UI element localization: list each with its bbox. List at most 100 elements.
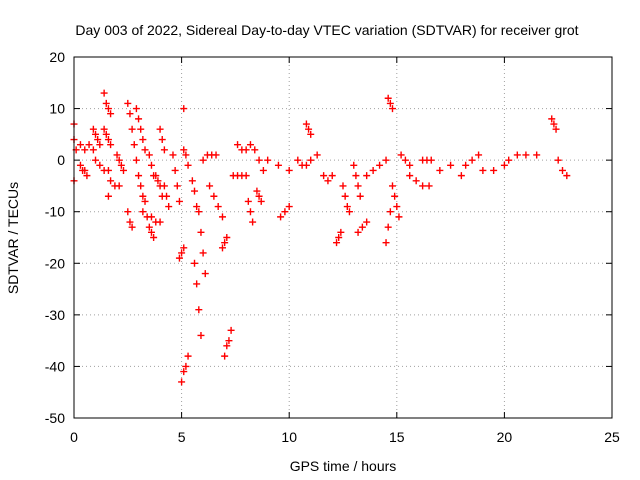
data-point [345, 208, 353, 216]
series-s21 [169, 151, 183, 205]
plot-frame [73, 56, 613, 419]
data-point [386, 99, 394, 107]
data-point [182, 151, 190, 159]
data-point [223, 234, 231, 241]
data-point [257, 197, 265, 205]
data-point [76, 141, 84, 149]
data-point [500, 161, 508, 169]
series-s04 [89, 125, 104, 149]
data-point [92, 156, 100, 164]
series-s55 [462, 151, 483, 169]
data-point [244, 197, 252, 205]
data-point [522, 151, 530, 159]
data-point [354, 182, 362, 190]
series-s53 [419, 156, 435, 164]
data-point [119, 166, 127, 174]
data-point [100, 89, 108, 97]
data-point [180, 105, 188, 113]
data-point [337, 228, 345, 236]
data-point [475, 151, 483, 159]
data-point [425, 182, 433, 190]
data-point [197, 228, 205, 236]
series-s34 [234, 141, 254, 154]
series-s28 [195, 208, 209, 278]
data-point [160, 182, 168, 190]
data-point [259, 166, 267, 174]
y-tick-label: -10 [45, 204, 65, 220]
series-s46 [354, 218, 371, 236]
data-point [201, 270, 209, 278]
data-point [457, 172, 465, 180]
data-point [393, 203, 401, 211]
data-point [277, 213, 285, 221]
data-point [356, 192, 364, 200]
data-point [199, 249, 207, 257]
data-point [152, 172, 160, 180]
data-point [294, 156, 302, 164]
data-point [382, 239, 390, 247]
data-point [354, 228, 362, 236]
data-point [246, 208, 254, 216]
data-point [96, 141, 104, 149]
data-point [199, 156, 207, 164]
x-tick-label: 25 [604, 429, 620, 445]
data-point [388, 105, 396, 113]
data-point [218, 244, 226, 252]
data-point [249, 218, 257, 226]
data-point [206, 182, 214, 190]
data-point [139, 208, 147, 216]
x-axis-label: GPS time / hours [290, 458, 397, 474]
data-point [94, 136, 102, 144]
series-s59 [554, 156, 571, 180]
data-point [175, 197, 183, 205]
y-tick-label: 0 [57, 152, 65, 168]
data-point [171, 166, 179, 174]
x-tick-labels: 0 5 10 15 20 25 [70, 429, 620, 445]
series-s43 [333, 228, 345, 247]
data-point [137, 125, 145, 133]
data-point [391, 192, 399, 200]
data-point [178, 378, 186, 386]
data-point [513, 151, 521, 159]
data-point [139, 192, 147, 200]
data-point [173, 182, 181, 190]
series-s29 [199, 151, 220, 164]
data-point [104, 105, 112, 113]
data-point [242, 172, 250, 180]
data-point [128, 223, 136, 231]
series-s37 [253, 187, 265, 205]
data-point [137, 182, 145, 190]
data-point [563, 172, 571, 180]
series-s54 [436, 161, 465, 180]
series-s02 [72, 141, 97, 154]
data-point [113, 151, 121, 159]
series-s42 [320, 172, 336, 185]
data-point [212, 151, 220, 159]
data-point [324, 177, 332, 185]
series-s10 [113, 151, 127, 174]
data-point [468, 156, 476, 164]
data-point [182, 362, 190, 370]
data-point [180, 368, 188, 376]
data-point [552, 125, 560, 133]
data-point [100, 125, 108, 133]
series-s20 [160, 182, 173, 211]
data-point [401, 156, 409, 164]
data-point [214, 203, 222, 211]
data-point [274, 161, 282, 169]
data-point [225, 337, 233, 345]
data-point [175, 254, 183, 262]
series-s33 [229, 172, 250, 180]
data-point [376, 161, 384, 169]
data-point [154, 177, 162, 185]
series-s06 [100, 125, 115, 149]
series-s58 [548, 115, 560, 133]
series-s13 [132, 105, 149, 154]
series-s09 [104, 192, 112, 200]
data-point [165, 203, 173, 211]
series-s08 [107, 177, 123, 190]
data-point [264, 156, 272, 164]
data-point [548, 115, 556, 123]
y-tick-label: -20 [45, 255, 65, 271]
data-point [339, 182, 347, 190]
